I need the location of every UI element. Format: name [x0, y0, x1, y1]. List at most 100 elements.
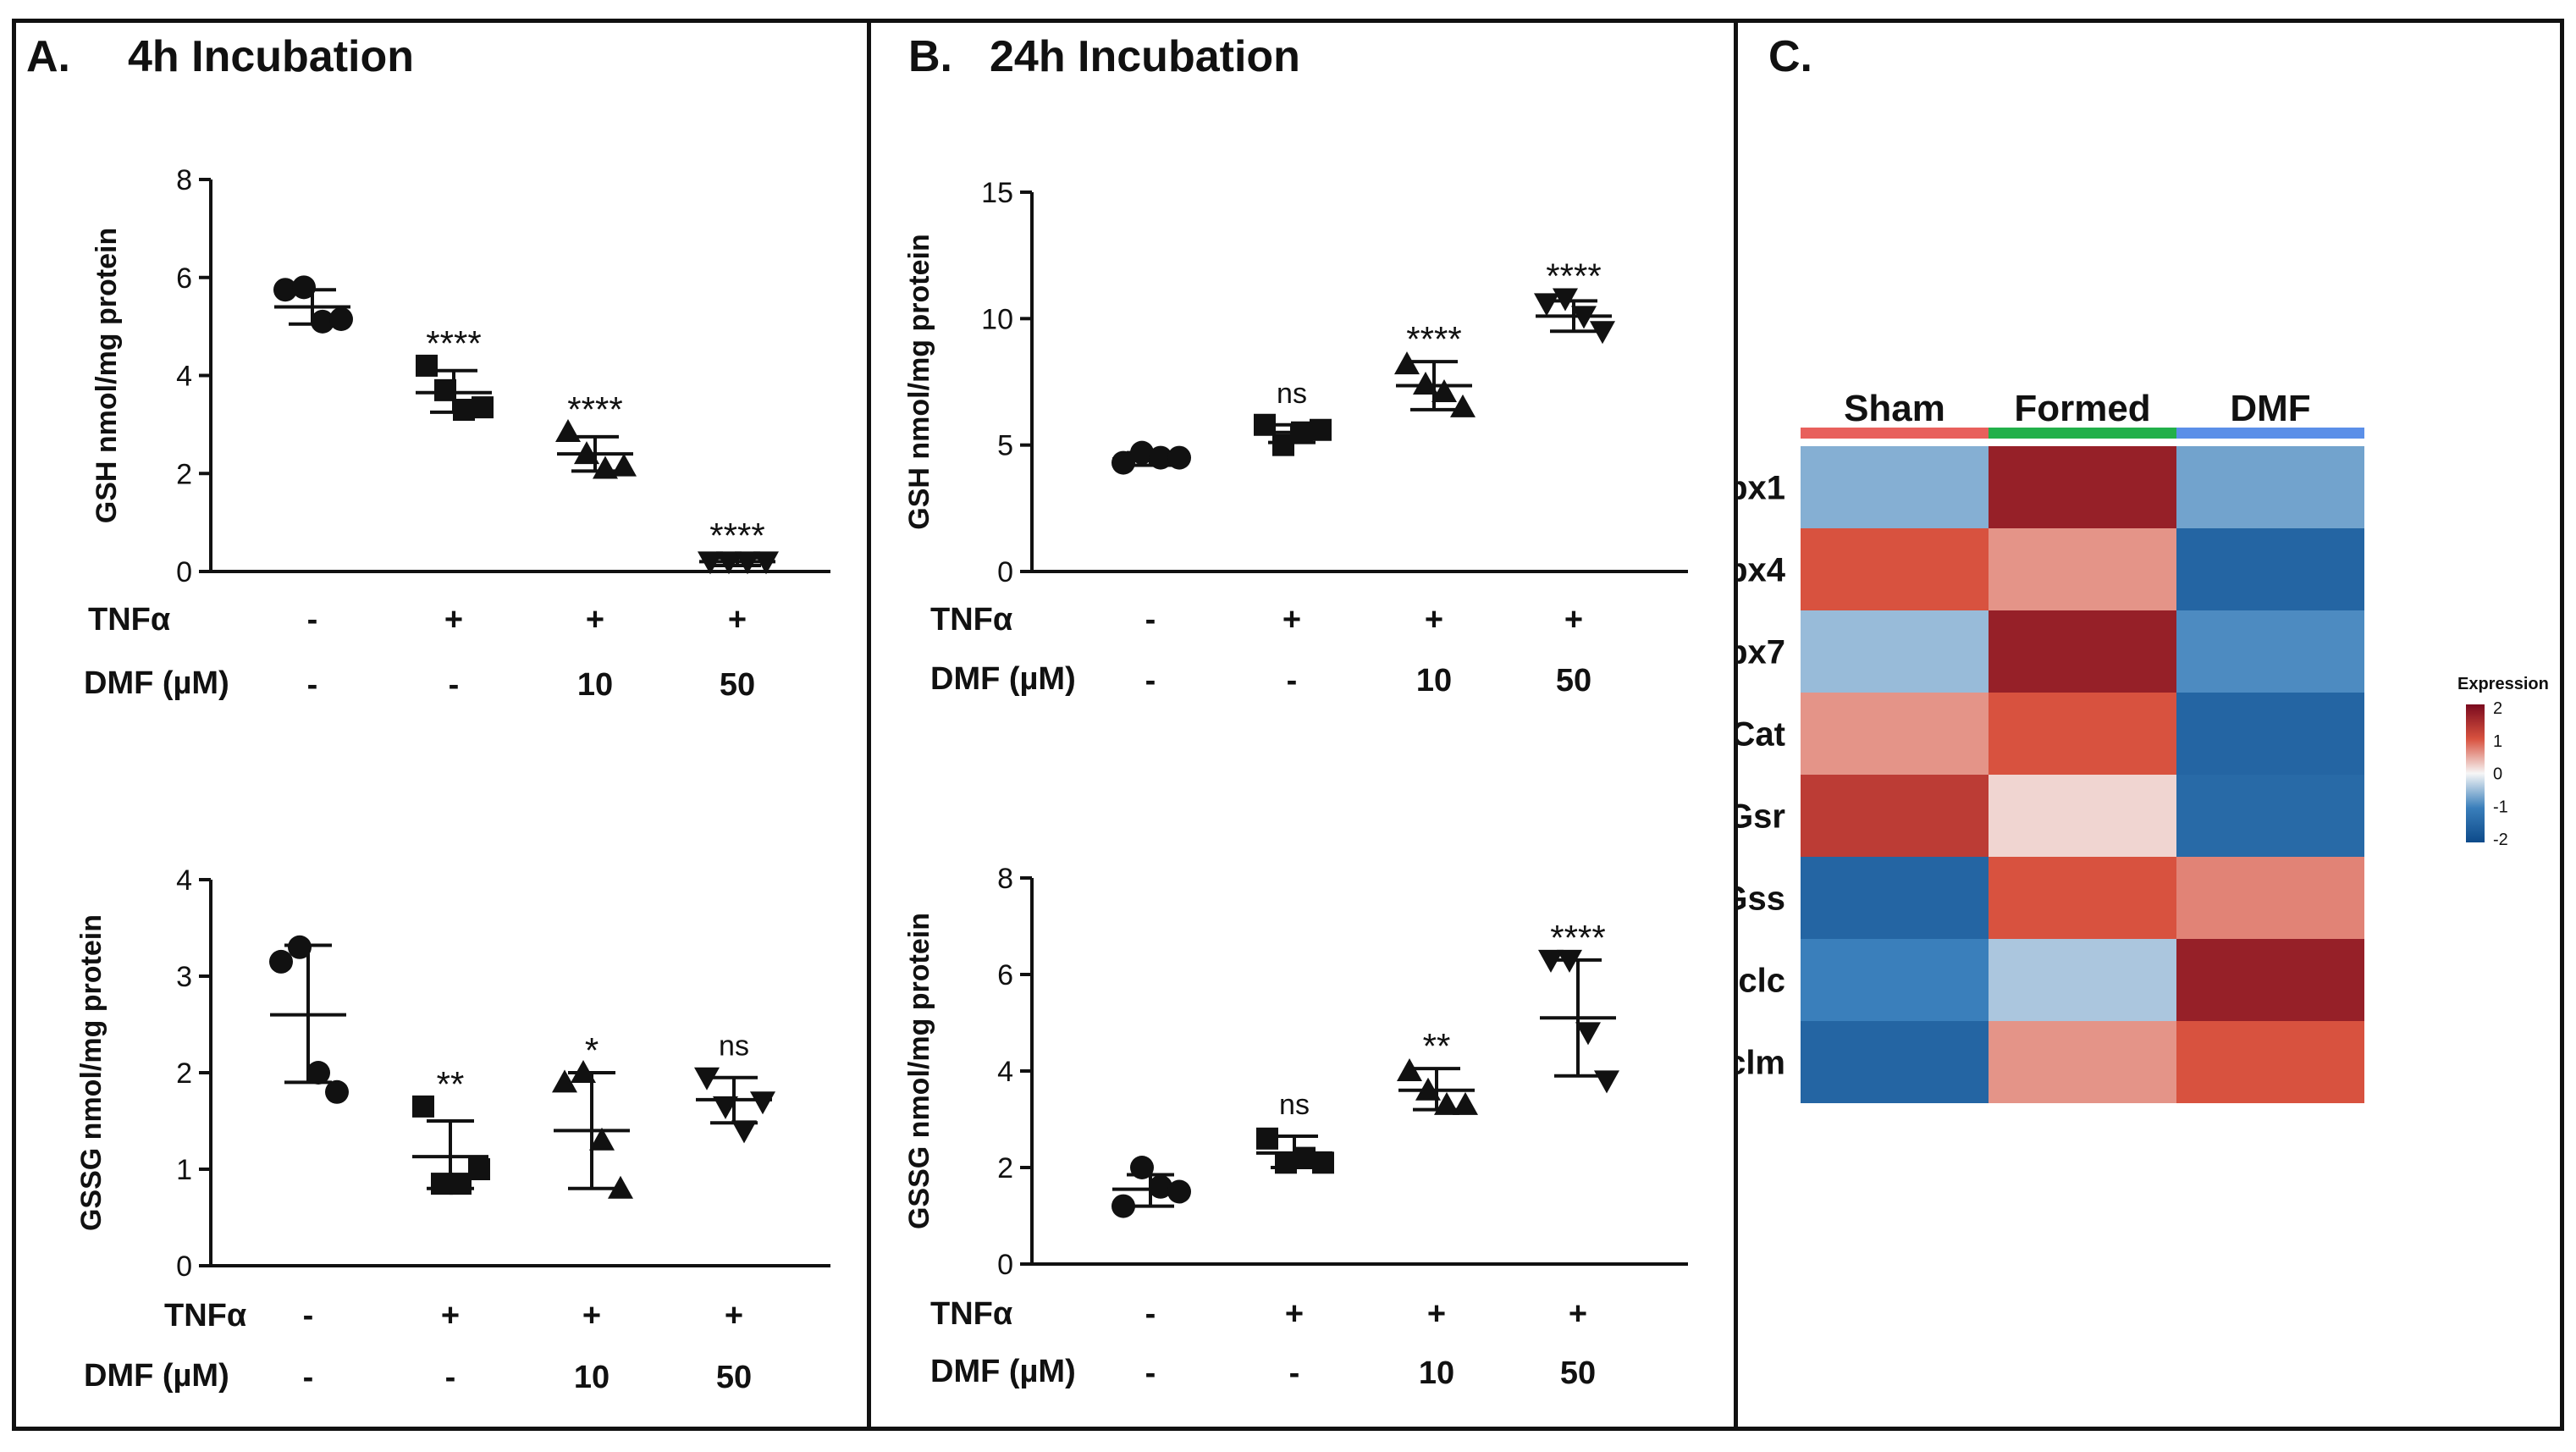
dmf-row-label: DMF (µM): [84, 1358, 229, 1394]
panel-c: C. Sham Formed DMF Gpx1 Gpx4 Gpx7 Cat Gsr Gss Gcl…: [1738, 19, 2564, 1431]
data-point: [450, 1173, 472, 1195]
data-point: [1130, 1156, 1154, 1179]
dmf-condition: -: [445, 1360, 456, 1395]
dmf-condition: -: [303, 1360, 314, 1395]
heatmap-cell: [1989, 1021, 2176, 1103]
heatmap-cell: [1989, 939, 2176, 1021]
data-point: [571, 1060, 596, 1083]
data-point: [611, 453, 637, 477]
data-point: [1310, 418, 1332, 441]
heatmap-cell: [2176, 528, 2364, 610]
dmf-condition: 50: [720, 667, 755, 703]
y-tick-label: 0: [997, 1249, 1013, 1281]
y-axis-label: GSH nmol/mg protein: [903, 234, 935, 529]
significance-label: ns: [1277, 378, 1307, 410]
y-tick-label: 8: [997, 863, 1013, 895]
tnfa-condition: -: [1145, 602, 1156, 638]
data-point: [713, 1096, 738, 1119]
data-point: [574, 441, 599, 465]
y-tick-label: 0: [176, 556, 192, 588]
data-point: [1434, 1091, 1459, 1115]
dmf-row-label: DMF (µM): [930, 1354, 1076, 1389]
data-point: [1450, 394, 1476, 417]
heatmap-cell: [2176, 857, 2364, 939]
significance-label: ****: [426, 323, 481, 363]
dmf-condition: 50: [716, 1360, 752, 1395]
panel-b: B. 24h Incubation 0 5 10 15 GSH nmol/mg prot…: [871, 19, 1738, 1431]
y-axis-label: GSH nmol/mg protein: [91, 228, 123, 523]
tnfa-condition: +: [441, 1298, 460, 1333]
data-point: [1312, 1151, 1334, 1174]
dmf-condition: -: [307, 667, 318, 703]
data-point: [288, 935, 312, 959]
y-tick-label: 6: [176, 262, 192, 295]
row-label: Gclc: [1738, 963, 1785, 1000]
panel-a-label: A.: [26, 32, 70, 81]
panel-b-label: B.: [908, 32, 952, 81]
y-tick-label: 8: [176, 164, 192, 196]
tnfa-condition: +: [444, 602, 463, 638]
data-point: [269, 949, 293, 974]
y-tick-label: 0: [176, 1250, 192, 1283]
y-tick-label: 0: [997, 556, 1013, 588]
significance-label: ns: [719, 1030, 749, 1063]
data-point: [431, 1173, 453, 1195]
heatmap-cell: [2176, 610, 2364, 693]
data-point: [1534, 293, 1559, 317]
data-point: [1256, 1127, 1278, 1150]
panel-c-label: C.: [1768, 32, 1812, 81]
data-point: [1594, 1070, 1619, 1094]
data-point: [1538, 949, 1564, 973]
dmf-condition: 50: [1556, 663, 1591, 698]
legend-tick-label: -2: [2493, 831, 2508, 849]
y-tick-label: 1: [176, 1154, 192, 1186]
tnfa-condition: +: [1564, 602, 1583, 638]
column-group-bar: [1801, 428, 1989, 439]
y-tick-label: 3: [176, 961, 192, 993]
data-point: [1149, 445, 1172, 470]
data-point: [329, 306, 353, 331]
heatmap-cell: [1989, 528, 2176, 610]
heatmap-cell: [2176, 446, 2364, 528]
data-point: [1294, 1146, 1316, 1169]
data-point: [552, 1069, 577, 1093]
tnfa-condition: +: [725, 1298, 743, 1333]
dmf-condition: -: [1287, 663, 1298, 698]
dmf-condition: 50: [1560, 1355, 1596, 1391]
y-tick-label: 4: [176, 864, 192, 897]
dmf-condition: -: [1289, 1355, 1300, 1391]
data-point: [735, 551, 760, 575]
y-tick-label: 2: [997, 1152, 1013, 1184]
data-point: [753, 551, 779, 575]
significance-label: ****: [1546, 256, 1601, 295]
data-point: [1413, 371, 1438, 395]
data-point: [1111, 450, 1135, 475]
heatmap-cell: [1801, 1021, 1989, 1103]
row-label: Gpx1: [1738, 470, 1785, 507]
tnfa-condition: -: [307, 602, 318, 638]
data-point: [698, 551, 723, 575]
y-axis-label: GSSG nmol/mg protein: [903, 913, 935, 1229]
data-point: [1571, 306, 1597, 329]
legend-tick-label: 0: [2493, 765, 2502, 784]
heatmap-cell: [1801, 610, 1989, 693]
data-point: [608, 1175, 633, 1199]
dmf-condition: -: [1145, 1355, 1156, 1391]
gsh-4h-chart: 0 2 4 6 8 GSH nmol/mg protein - - **** + - **** +10 *…: [84, 164, 830, 703]
expression-heatmap: Sham Formed DMF Gpx1 Gpx4 Gpx7 Cat Gsr Gss Gclc Gc…: [1738, 388, 2549, 1103]
data-point: [416, 354, 438, 377]
dmf-row-label: DMF (µM): [930, 661, 1076, 697]
tnfa-condition: -: [1145, 1296, 1156, 1332]
data-point: [731, 1120, 757, 1144]
y-tick-label: 10: [981, 303, 1013, 335]
data-point: [1272, 433, 1294, 456]
heatmap-cell: [1801, 446, 1989, 528]
significance-label: ****: [1550, 918, 1605, 958]
column-label: DMF: [2230, 388, 2310, 429]
dmf-condition: 10: [1419, 1355, 1454, 1391]
heatmap-cell: [1801, 857, 1989, 939]
data-point: [1397, 1058, 1422, 1081]
data-point: [750, 1091, 775, 1115]
data-point: [1111, 1194, 1135, 1218]
heatmap-cell: [2176, 1021, 2364, 1103]
